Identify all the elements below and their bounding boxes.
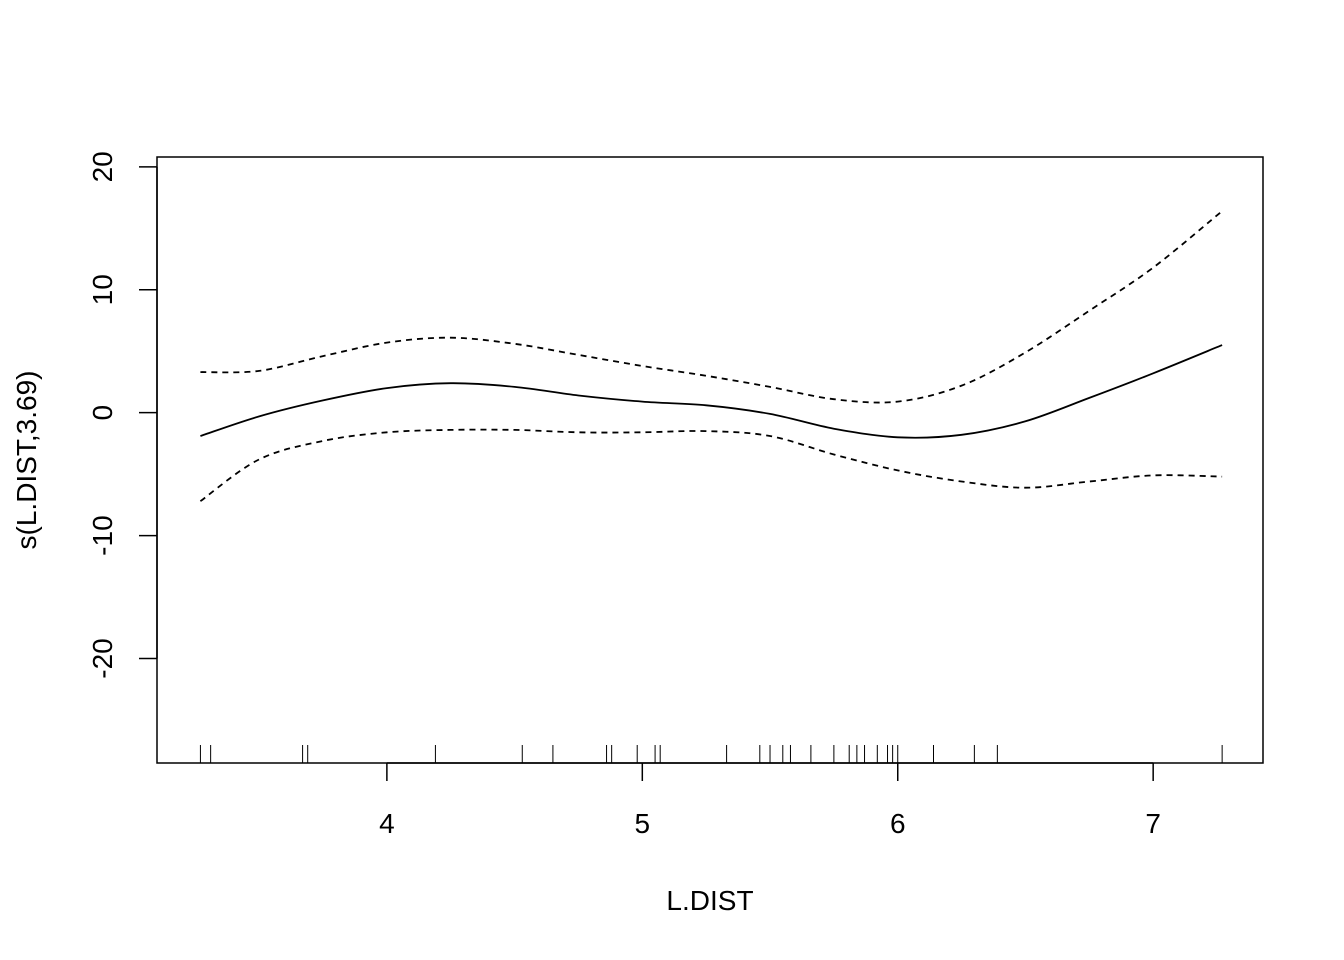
y-axis-title: s(L.DIST,3.69) [11,371,42,550]
y-tick-label: -10 [87,515,118,555]
series-layer [199,210,1223,502]
y-tick-label: 10 [87,274,118,305]
plot-area [156,156,1264,764]
plot-frame [156,156,1264,764]
y-axis: -20 -10 0 10 20 [87,151,158,679]
y-tick-label: 20 [87,151,118,182]
x-tick-label: 6 [890,808,906,839]
y-tick-label: 0 [87,405,118,421]
smooth-estimate-line [200,344,1223,439]
y-tick-label: -20 [87,638,118,678]
upper-confidence-line [200,210,1223,404]
rug-layer [199,745,1223,763]
x-tick-label: 5 [635,808,651,839]
x-axis: 4 5 6 7 [379,762,1161,839]
x-axis-title: L.DIST [666,885,753,916]
x-tick-label: 4 [379,808,395,839]
lower-confidence-line [199,428,1223,502]
x-tick-label: 7 [1145,808,1161,839]
